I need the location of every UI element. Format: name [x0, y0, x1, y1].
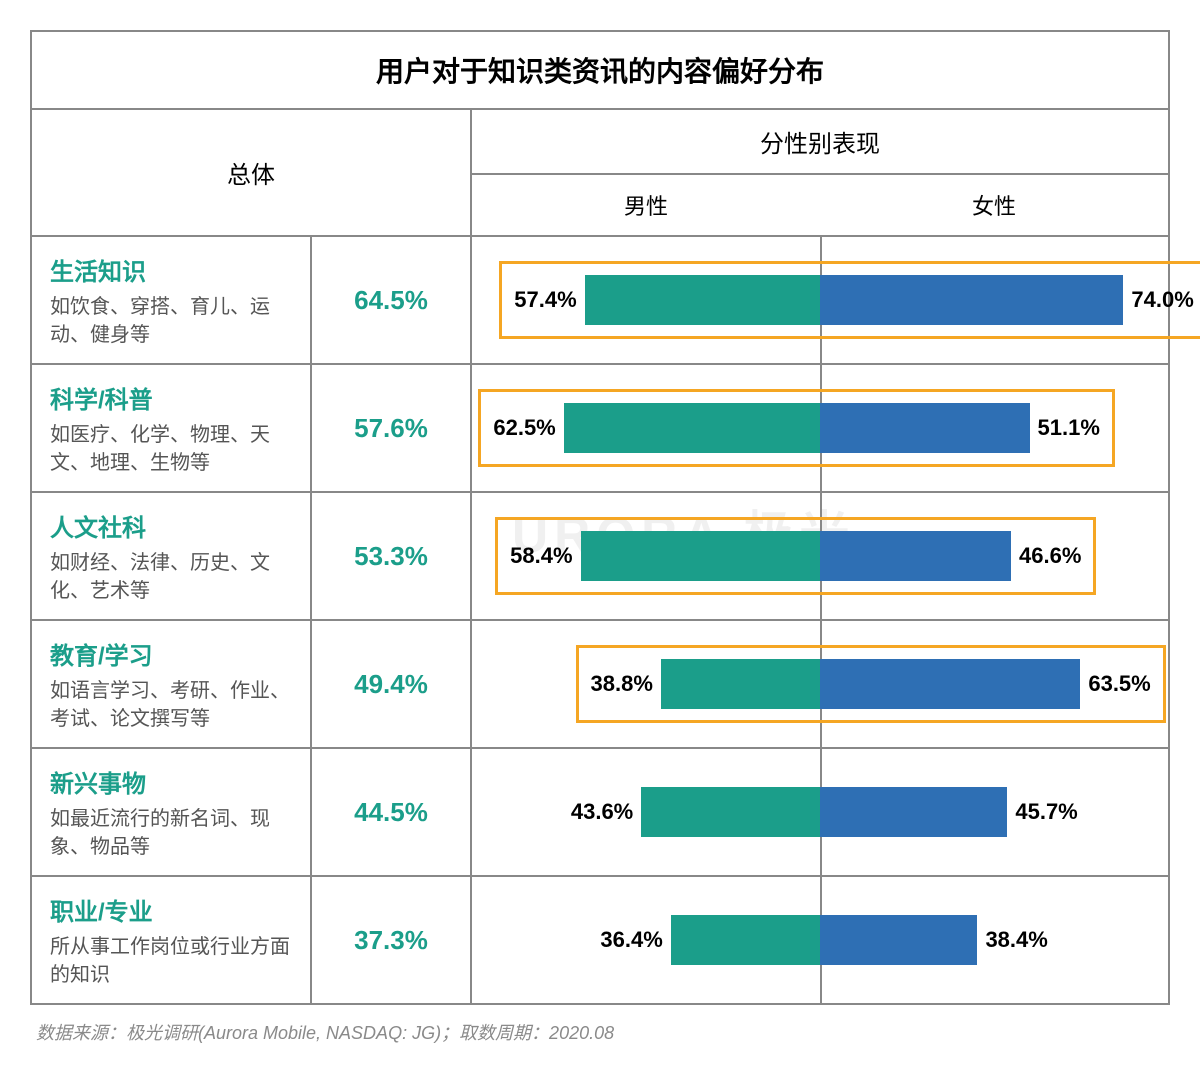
footer-source: 数据来源：极光调研(Aurora Mobile, NASDAQ: JG)；取数周… [30, 1005, 1170, 1045]
category-title: 教育/学习 [50, 636, 292, 671]
bar-inner: 62.5% 51.1% [492, 403, 1148, 453]
category-cell: 新兴事物如最近流行的新名词、现象、物品等 [32, 749, 312, 875]
bar-wrapper: 36.4% 38.4% [492, 901, 1148, 979]
label-male: 36.4% [600, 927, 670, 953]
data-row: 新兴事物如最近流行的新名词、现象、物品等44.5%43.6%45.7% [32, 747, 1168, 875]
category-desc: 如最近流行的新名词、现象、物品等 [50, 805, 292, 861]
header-gender-split: 男性 女性 [472, 175, 1168, 235]
label-female: 46.6% [1011, 543, 1081, 569]
bar-male [661, 659, 820, 709]
data-rows: URORA 极光 生活知识如饮食、穿搭、育儿、运动、健身等64.5%57.4%7… [32, 235, 1168, 1003]
bar-wrapper: 57.4%74.0% [492, 261, 1148, 339]
bar-male [585, 275, 820, 325]
category-cell: 生活知识如饮食、穿搭、育儿、运动、健身等 [32, 237, 312, 363]
label-male: 62.5% [493, 415, 563, 441]
label-male: 58.4% [510, 543, 580, 569]
bar-wrapper: 43.6% 45.7% [492, 773, 1148, 851]
bar-female [820, 531, 1011, 581]
bar-male [581, 531, 820, 581]
label-female: 38.4% [977, 927, 1047, 953]
bar-female [820, 275, 1123, 325]
data-row: 生活知识如饮食、穿搭、育儿、运动、健身等64.5%57.4%74.0% [32, 235, 1168, 363]
label-male: 43.6% [571, 799, 641, 825]
total-value: 64.5% [312, 237, 472, 363]
bar-female [820, 659, 1080, 709]
category-desc: 如医疗、化学、物理、天文、地理、生物等 [50, 421, 292, 477]
bar-male [564, 403, 820, 453]
label-male: 57.4% [514, 287, 584, 313]
bar-cell: 57.4%74.0% [472, 237, 1168, 363]
category-desc: 所从事工作岗位或行业方面的知识 [50, 933, 292, 989]
category-cell: 人文社科如财经、法律、历史、文化、艺术等 [32, 493, 312, 619]
label-male: 38.8% [591, 671, 661, 697]
chart-container: 用户对于知识类资讯的内容偏好分布 总体 分性别表现 男性 女性 URORA 极光… [30, 30, 1170, 1005]
category-desc: 如饮食、穿搭、育儿、运动、健身等 [50, 293, 292, 349]
data-row: 教育/学习如语言学习、考研、作业、考试、论文撰写等49.4%38.8%63.5% [32, 619, 1168, 747]
total-value: 49.4% [312, 621, 472, 747]
bar-cell: 38.8% 63.5% [472, 621, 1168, 747]
bar-cell: 58.4% 46.6% [472, 493, 1168, 619]
total-value: 53.3% [312, 493, 472, 619]
category-desc: 如财经、法律、历史、文化、艺术等 [50, 549, 292, 605]
bar-male [641, 787, 820, 837]
label-female: 45.7% [1007, 799, 1077, 825]
bar-inner: 58.4% 46.6% [492, 531, 1148, 581]
chart-title: 用户对于知识类资讯的内容偏好分布 [32, 32, 1168, 110]
header-female: 女性 [820, 175, 1168, 235]
header-overall: 总体 [32, 110, 472, 235]
bar-male [671, 915, 820, 965]
bar-female [820, 787, 1007, 837]
bar-cell: 36.4% 38.4% [472, 877, 1168, 1003]
category-cell: 科学/科普如医疗、化学、物理、天文、地理、生物等 [32, 365, 312, 491]
data-row: 科学/科普如医疗、化学、物理、天文、地理、生物等57.6%62.5%51.1% [32, 363, 1168, 491]
bar-female [820, 403, 1030, 453]
category-cell: 职业/专业所从事工作岗位或行业方面的知识 [32, 877, 312, 1003]
category-cell: 教育/学习如语言学习、考研、作业、考试、论文撰写等 [32, 621, 312, 747]
category-desc: 如语言学习、考研、作业、考试、论文撰写等 [50, 677, 292, 733]
bar-cell: 62.5% 51.1% [472, 365, 1168, 491]
data-row: 职业/专业所从事工作岗位或行业方面的知识37.3%36.4%38.4% [32, 875, 1168, 1003]
label-female: 51.1% [1030, 415, 1100, 441]
bar-wrapper: 38.8% 63.5% [492, 645, 1148, 723]
bar-inner: 43.6% 45.7% [492, 787, 1148, 837]
total-value: 57.6% [312, 365, 472, 491]
header-male: 男性 [472, 175, 820, 235]
header-row: 总体 分性别表现 男性 女性 [32, 110, 1168, 235]
category-title: 新兴事物 [50, 764, 292, 799]
bar-inner: 36.4% 38.4% [492, 915, 1148, 965]
label-female: 74.0% [1123, 287, 1193, 313]
total-value: 37.3% [312, 877, 472, 1003]
bar-cell: 43.6% 45.7% [472, 749, 1168, 875]
category-title: 生活知识 [50, 252, 292, 287]
bar-female [820, 915, 977, 965]
bar-wrapper: 62.5% 51.1% [492, 389, 1148, 467]
category-title: 人文社科 [50, 508, 292, 543]
bar-inner: 38.8% 63.5% [492, 659, 1148, 709]
label-female: 63.5% [1080, 671, 1150, 697]
data-row: 人文社科如财经、法律、历史、文化、艺术等53.3%58.4%46.6% [32, 491, 1168, 619]
category-title: 职业/专业 [50, 892, 292, 927]
header-by-gender: 分性别表现 [472, 110, 1168, 175]
category-title: 科学/科普 [50, 380, 292, 415]
total-value: 44.5% [312, 749, 472, 875]
bar-wrapper: 58.4% 46.6% [492, 517, 1148, 595]
bar-inner: 57.4%74.0% [492, 275, 1148, 325]
